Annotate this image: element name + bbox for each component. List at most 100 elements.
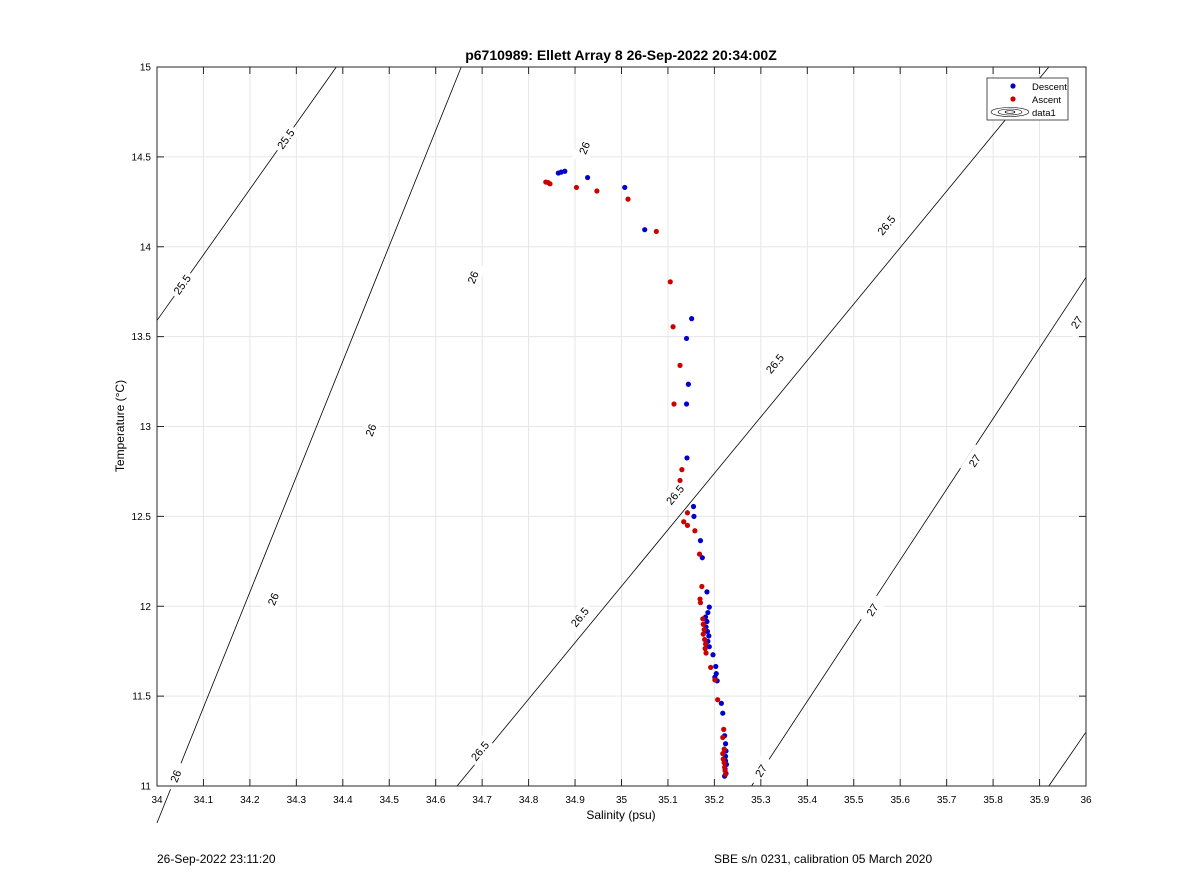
x-tick-label: 34.2 — [240, 795, 260, 806]
isopycnal-label: 26 — [364, 423, 380, 439]
isopycnal-label: 27 — [967, 453, 984, 470]
isopycnal-label-background — [460, 261, 486, 294]
descent-point — [706, 604, 712, 610]
isopycnal-label-background — [162, 760, 189, 793]
descent-point — [704, 618, 710, 625]
x-tick-label: 35.7 — [937, 795, 957, 806]
x-tick-label: 35.5 — [844, 795, 864, 806]
descent-point — [690, 503, 697, 510]
ascent-point — [708, 664, 714, 670]
y-tick-label: 12 — [140, 602, 152, 613]
descent-point — [713, 663, 719, 670]
footer-calibration-note: SBE s/n 0231, calibration 05 March 2020 — [714, 852, 933, 866]
ascent-point — [696, 551, 703, 557]
legend-marker-descent — [1010, 83, 1016, 89]
ascent-point — [700, 621, 706, 627]
y-tick-label: 11.5 — [132, 692, 151, 703]
x-tick-label: 35.1 — [658, 795, 678, 806]
descent-point — [642, 227, 648, 233]
isopycnal-label: 26 — [169, 769, 185, 785]
ascent-point — [679, 467, 685, 473]
isopycnal-label: 26 — [466, 270, 482, 286]
x-tick-label: 35.4 — [798, 795, 818, 806]
x-tick-label: 36 — [1080, 795, 1092, 806]
ascent-point — [547, 181, 553, 187]
ascent-point — [715, 697, 721, 703]
x-tick-label: 35.9 — [1030, 795, 1050, 806]
y-tick-label: 14.5 — [132, 152, 152, 163]
ascent-point — [721, 726, 727, 732]
isopycnal-label: 26 — [266, 592, 282, 608]
descent-point — [718, 700, 724, 706]
x-tick-label: 34.3 — [287, 795, 307, 806]
descent-point — [684, 455, 690, 461]
legend-label-data1: data1 — [1032, 108, 1056, 119]
isopycnal-label-background — [857, 593, 887, 626]
density-contours: 25.525.5262626262626.526.526.526.526.526… — [156, 66, 1092, 823]
descent-point — [697, 538, 704, 544]
ascent-point — [700, 616, 706, 622]
descent-point — [584, 174, 591, 181]
x-tick-label: 35 — [616, 795, 628, 806]
ascent-point — [701, 627, 707, 633]
isopycnal-label-background — [659, 478, 690, 511]
ascent-point — [667, 279, 673, 285]
isopycnal-label: 26 — [577, 140, 593, 156]
ascent-point — [677, 477, 683, 484]
ascent-point — [721, 746, 727, 752]
chart-legend: Descent Ascent data1 — [986, 77, 1069, 121]
x-tick-label: 35.2 — [705, 795, 725, 806]
isopycnal-line — [751, 277, 1087, 787]
descent-point — [722, 741, 729, 747]
descent-point — [704, 589, 710, 595]
descent-point — [562, 168, 568, 174]
isopycnal-line — [456, 66, 1050, 787]
x-tick-label: 34.6 — [426, 795, 446, 806]
isopycnal-label-background — [871, 209, 902, 242]
ascent-point — [703, 650, 709, 656]
x-tick-label: 34.8 — [519, 795, 539, 806]
ascent-point — [692, 528, 698, 534]
x-tick-label: 35.8 — [983, 795, 1003, 806]
ascent-point — [684, 510, 691, 516]
legend-box — [986, 77, 1069, 121]
ascent-point — [594, 188, 600, 194]
ascent-point — [712, 677, 718, 683]
x-axis-label: Salinity (psu) — [586, 808, 655, 822]
ascent-point — [625, 196, 631, 202]
y-tick-label: 13.5 — [132, 332, 152, 343]
ascent-point — [671, 401, 677, 407]
ascent-point — [720, 751, 726, 757]
y-tick-label: 15 — [140, 63, 152, 74]
x-axis-ticks: 34 34.1 34.2 34.3 34.4 34.5 34.6 34.7 34.8 34.9 35… — [151, 67, 1092, 806]
descent-point — [720, 710, 726, 716]
isopycnal-label-background — [464, 735, 495, 767]
descent-point — [706, 633, 712, 639]
isopycnal-label: 27 — [865, 602, 882, 619]
descent-point — [685, 381, 691, 387]
descent-point — [699, 555, 705, 561]
x-tick-label: 34.5 — [380, 795, 400, 806]
descent-point — [691, 513, 697, 519]
y-tick-label: 14 — [140, 242, 152, 253]
isopycnal-label-background — [571, 131, 597, 164]
isopycnal-label-background — [358, 414, 384, 447]
footer-timestamp: 26-Sep-2022 23:11:20 — [157, 852, 276, 866]
x-tick-label: 35.6 — [890, 795, 910, 806]
descent-point — [683, 335, 690, 342]
ascent-point — [697, 600, 704, 606]
ascent-point — [653, 228, 659, 235]
ascent-point — [573, 184, 580, 191]
isopycnal-label-background — [564, 601, 595, 633]
y-axis-ticks: 11 11.5 12 12.5 13 13.5 14 14.5 15 — [132, 63, 1086, 793]
ascent-point — [720, 734, 726, 741]
isopycnal-label-background — [271, 122, 301, 155]
x-tick-label: 34.1 — [194, 795, 214, 806]
legend-marker-contour-icon — [990, 107, 1030, 117]
ascent-point — [670, 324, 676, 330]
ascent-point — [681, 519, 687, 525]
x-tick-label: 34 — [151, 795, 163, 806]
isopycnal-label-background — [1062, 306, 1092, 339]
x-tick-label: 35.3 — [751, 795, 771, 806]
